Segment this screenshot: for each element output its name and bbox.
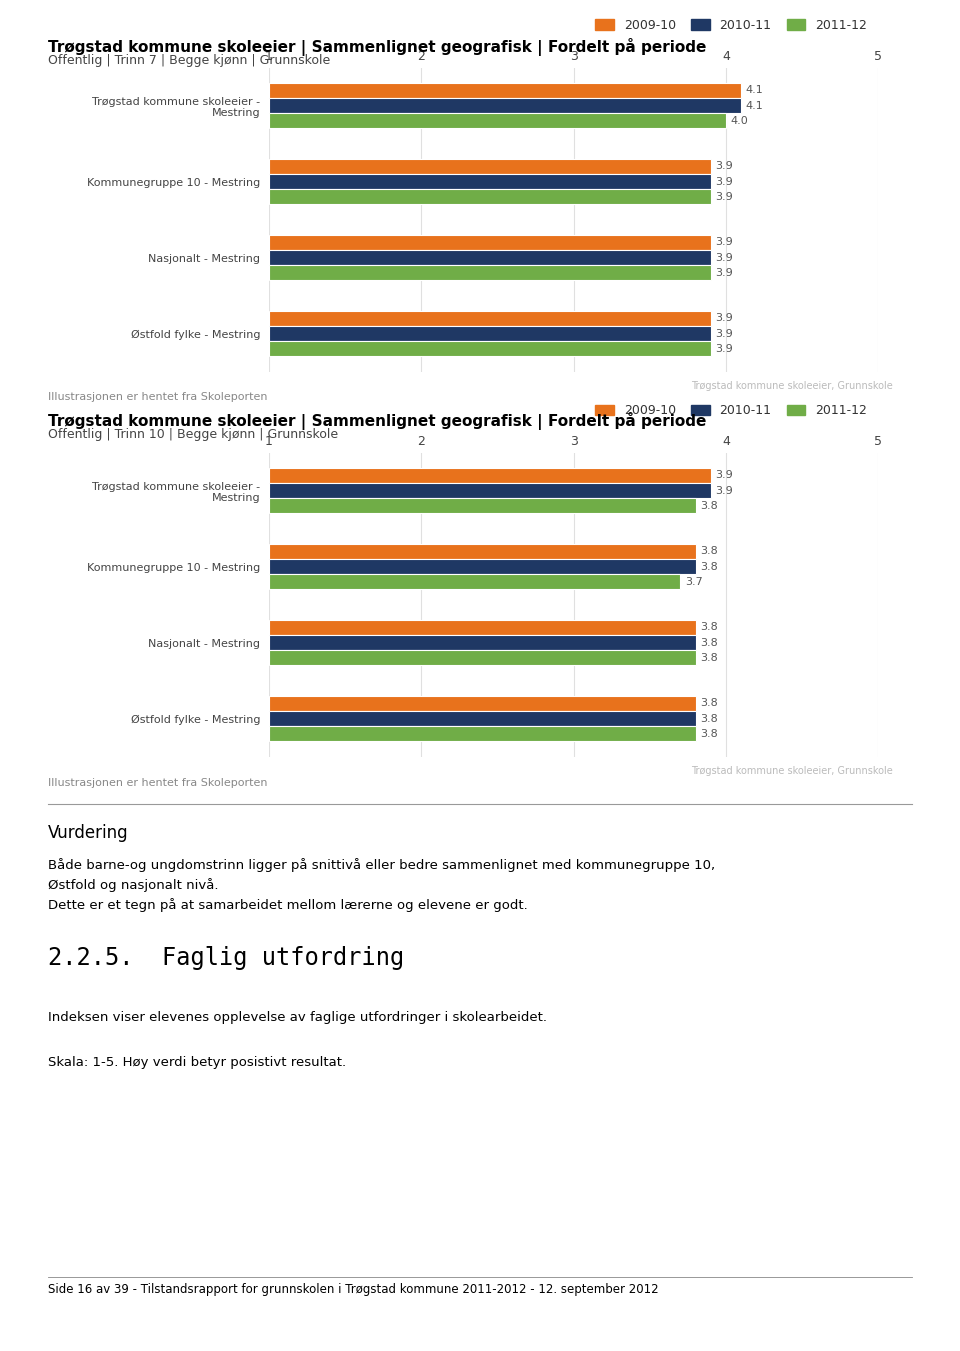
Bar <box>269 250 710 265</box>
Bar <box>269 499 696 513</box>
Text: 3.9: 3.9 <box>715 328 733 339</box>
Legend: 2009-10, 2010-11, 2011-12: 2009-10, 2010-11, 2011-12 <box>589 14 872 36</box>
Text: Trøgstad kommune skoleeier | Sammenlignet geografisk | Fordelt på periode: Trøgstad kommune skoleeier | Sammenligne… <box>48 38 707 55</box>
Bar <box>269 482 710 499</box>
Text: 4.0: 4.0 <box>731 116 749 126</box>
Text: Trøgstad kommune skoleeier | Sammenlignet geografisk | Fordelt på periode: Trøgstad kommune skoleeier | Sammenligne… <box>48 412 707 430</box>
Text: 3.9: 3.9 <box>715 238 733 247</box>
Text: 4.1: 4.1 <box>746 85 763 96</box>
Text: 3.9: 3.9 <box>715 177 733 186</box>
Bar <box>269 82 741 99</box>
Text: Indeksen viser elevenes opplevelse av faglige utfordringer i skolearbeidet.: Indeksen viser elevenes opplevelse av fa… <box>48 1011 547 1024</box>
Bar <box>269 574 681 589</box>
Text: 3.7: 3.7 <box>684 577 703 586</box>
Bar <box>269 265 710 281</box>
Bar <box>269 189 710 204</box>
Legend: 2009-10, 2010-11, 2011-12: 2009-10, 2010-11, 2011-12 <box>589 399 872 422</box>
Text: Offentlig | Trinn 7 | Begge kjønn | Grunnskole: Offentlig | Trinn 7 | Begge kjønn | Grun… <box>48 54 330 68</box>
Text: 3.9: 3.9 <box>715 343 733 354</box>
Text: 3.9: 3.9 <box>715 470 733 481</box>
Text: 3.9: 3.9 <box>715 192 733 201</box>
Text: 4.1: 4.1 <box>746 100 763 111</box>
Text: 3.8: 3.8 <box>700 562 718 571</box>
Text: 3.8: 3.8 <box>700 623 718 632</box>
Text: Skala: 1-5. Høy verdi betyr posistivt resultat.: Skala: 1-5. Høy verdi betyr posistivt re… <box>48 1056 347 1070</box>
Text: 3.8: 3.8 <box>700 728 718 739</box>
Bar <box>269 696 696 711</box>
Text: 3.9: 3.9 <box>715 313 733 323</box>
Text: 3.9: 3.9 <box>715 267 733 278</box>
Bar <box>269 113 726 128</box>
Bar <box>269 311 710 326</box>
Bar <box>269 727 696 742</box>
Bar <box>269 235 710 250</box>
Bar <box>269 650 696 665</box>
Text: Dette er et tegn på at samarbeidet mellom lærerne og elevene er godt.: Dette er et tegn på at samarbeidet mello… <box>48 898 528 912</box>
Text: 3.8: 3.8 <box>700 713 718 724</box>
Text: 2.2.5.  Faglig utfordring: 2.2.5. Faglig utfordring <box>48 946 404 970</box>
Text: Både barne-og ungdomstrinn ligger på snittivå eller bedre sammenlignet med kommu: Både barne-og ungdomstrinn ligger på sni… <box>48 858 715 871</box>
Text: Trøgstad kommune skoleeier, Grunnskole: Trøgstad kommune skoleeier, Grunnskole <box>691 766 893 775</box>
Text: Østfold og nasjonalt nivå.: Østfold og nasjonalt nivå. <box>48 878 219 892</box>
Bar <box>269 340 710 357</box>
Text: Illustrasjonen er hentet fra Skoleporten: Illustrasjonen er hentet fra Skoleporten <box>48 392 268 401</box>
Text: 3.8: 3.8 <box>700 638 718 647</box>
Bar <box>269 559 696 574</box>
Text: Offentlig | Trinn 10 | Begge kjønn | Grunnskole: Offentlig | Trinn 10 | Begge kjønn | Gru… <box>48 428 338 442</box>
Text: Side 16 av 39 - Tilstandsrapport for grunnskolen i Trøgstad kommune 2011-2012 - : Side 16 av 39 - Tilstandsrapport for gru… <box>48 1283 659 1297</box>
Bar <box>269 467 710 482</box>
Bar <box>269 620 696 635</box>
Bar <box>269 635 696 650</box>
Text: 3.8: 3.8 <box>700 501 718 511</box>
Bar <box>269 543 696 559</box>
Text: Illustrasjonen er hentet fra Skoleporten: Illustrasjonen er hentet fra Skoleporten <box>48 778 268 788</box>
Bar <box>269 99 741 113</box>
Text: 3.9: 3.9 <box>715 253 733 262</box>
Bar <box>269 711 696 727</box>
Text: 3.8: 3.8 <box>700 653 718 663</box>
Text: Vurdering: Vurdering <box>48 824 129 842</box>
Bar <box>269 326 710 340</box>
Text: 3.8: 3.8 <box>700 546 718 557</box>
Text: 3.9: 3.9 <box>715 485 733 496</box>
Text: 3.9: 3.9 <box>715 161 733 172</box>
Text: 3.8: 3.8 <box>700 698 718 708</box>
Bar <box>269 174 710 189</box>
Text: Trøgstad kommune skoleeier, Grunnskole: Trøgstad kommune skoleeier, Grunnskole <box>691 381 893 390</box>
Bar <box>269 158 710 174</box>
